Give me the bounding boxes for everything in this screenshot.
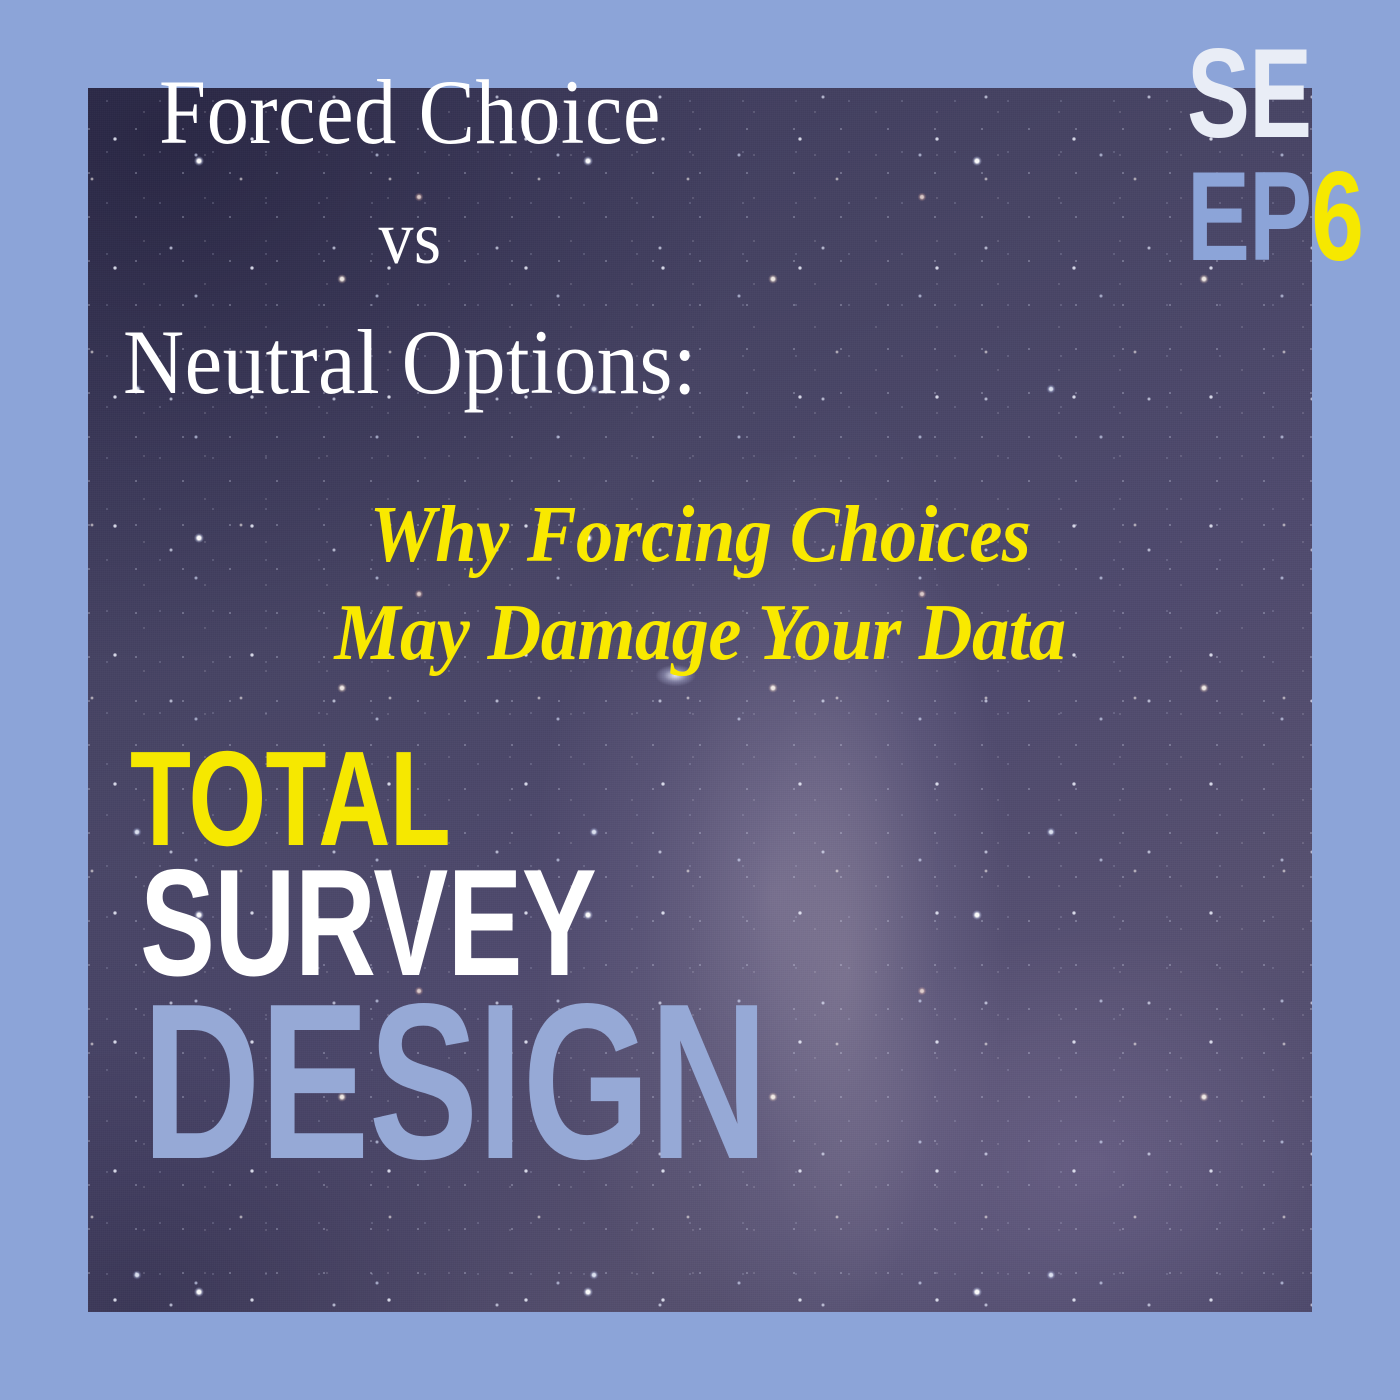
title-line-3: Neutral Options: (123, 311, 697, 413)
episode-title: Forced Choice vs Neutral Options: (0, 66, 820, 408)
title-line-1: Forced Choice (159, 61, 661, 163)
episode-number: 6 (1311, 145, 1364, 289)
episode-row: EP6 (1187, 153, 1364, 280)
season-number: 3 (1311, 22, 1364, 166)
subtitle-line-1: Why Forcing Choices (369, 491, 1031, 579)
wordmark-design: DESIGN (142, 958, 768, 1207)
show-wordmark: TOTAL SURVEY DESIGN (130, 731, 987, 1207)
episode-prefix: EP (1186, 145, 1312, 289)
title-line-vs: vs (378, 196, 442, 280)
season-episode-badge: SE3 EP6 (1143, 30, 1364, 281)
season-prefix: SE (1186, 22, 1312, 166)
episode-subtitle: Why Forcing Choices May Damage Your Data (140, 487, 1260, 682)
subtitle-line-2: May Damage Your Data (334, 588, 1066, 677)
season-row: SE3 (1187, 30, 1364, 157)
